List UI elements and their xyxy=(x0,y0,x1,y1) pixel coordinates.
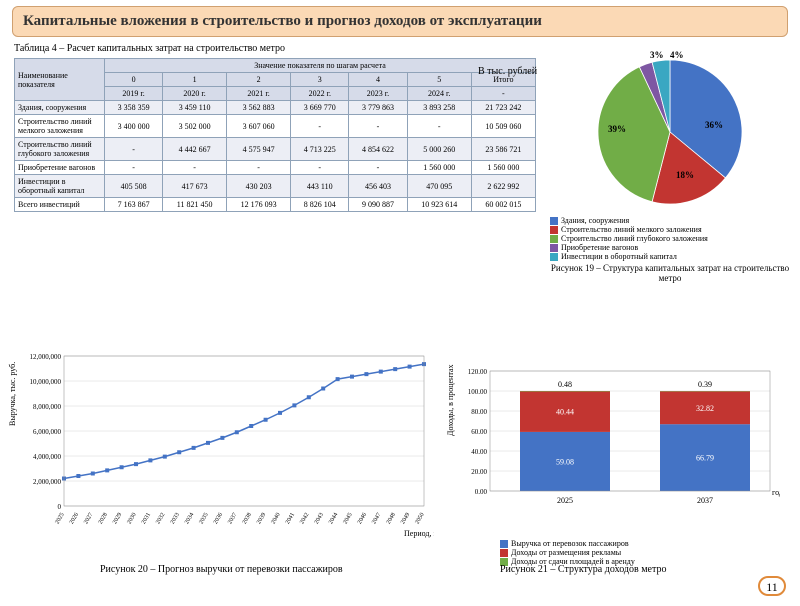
svg-text:66.79: 66.79 xyxy=(696,454,714,463)
svg-text:2033: 2033 xyxy=(170,512,181,525)
page-number: 11 xyxy=(758,576,786,596)
svg-text:год: год xyxy=(772,488,780,497)
svg-text:2045: 2045 xyxy=(343,512,354,525)
svg-text:2041: 2041 xyxy=(285,512,296,525)
bar-chart: Доходы, в процентах 0.0020.0040.0060.008… xyxy=(440,336,780,536)
svg-text:2032: 2032 xyxy=(155,512,166,525)
svg-text:2046: 2046 xyxy=(357,512,368,525)
svg-text:2037: 2037 xyxy=(227,512,238,525)
svg-text:2049: 2049 xyxy=(400,512,411,525)
svg-text:2,000,000: 2,000,000 xyxy=(33,478,62,486)
svg-text:2037: 2037 xyxy=(697,496,713,505)
svg-text:10,000,000: 10,000,000 xyxy=(30,378,62,386)
svg-text:32.82: 32.82 xyxy=(696,404,714,413)
svg-text:2026: 2026 xyxy=(69,512,80,525)
svg-text:59.08: 59.08 xyxy=(556,457,574,466)
svg-text:80.00: 80.00 xyxy=(471,408,487,416)
svg-text:2038: 2038 xyxy=(242,512,253,525)
svg-text:6,000,000: 6,000,000 xyxy=(33,428,62,436)
svg-text:2048: 2048 xyxy=(386,512,397,525)
svg-text:8,000,000: 8,000,000 xyxy=(33,403,62,411)
col0-header: Наименование показателя xyxy=(15,59,105,101)
svg-text:Период, год: Период, год xyxy=(404,529,434,538)
cost-table: Наименование показателя Значение показат… xyxy=(14,58,536,212)
span-header: Значение показателя по шагам расчета xyxy=(105,59,536,73)
svg-text:0: 0 xyxy=(58,503,62,511)
svg-text:100.00: 100.00 xyxy=(468,388,488,396)
svg-text:2028: 2028 xyxy=(98,512,109,525)
svg-text:120.00: 120.00 xyxy=(468,368,488,376)
svg-text:40.44: 40.44 xyxy=(556,408,574,417)
svg-text:60.00: 60.00 xyxy=(471,428,487,436)
pie-chart: 36%18%39%3%4% Здания, сооруженияСтроител… xyxy=(550,52,790,283)
svg-text:2031: 2031 xyxy=(141,512,152,525)
svg-text:2036: 2036 xyxy=(213,512,224,525)
page-title: Капитальные вложения в строительство и п… xyxy=(12,6,788,37)
svg-text:2047: 2047 xyxy=(371,512,382,525)
svg-text:2044: 2044 xyxy=(328,512,339,525)
svg-text:40.00: 40.00 xyxy=(471,448,487,456)
svg-text:2039: 2039 xyxy=(256,512,267,525)
svg-text:2030: 2030 xyxy=(127,512,138,525)
svg-text:0.00: 0.00 xyxy=(475,488,488,496)
svg-text:2025: 2025 xyxy=(557,496,573,505)
svg-text:0.39: 0.39 xyxy=(698,380,712,389)
svg-text:0.48: 0.48 xyxy=(558,380,572,389)
svg-text:2040: 2040 xyxy=(271,512,282,525)
table-units: В тыс. рублей xyxy=(478,66,537,77)
svg-text:2027: 2027 xyxy=(83,512,94,525)
svg-text:2029: 2029 xyxy=(112,512,123,525)
svg-text:2035: 2035 xyxy=(199,512,210,525)
pie-caption: Рисунок 19 – Структура капитальных затра… xyxy=(550,263,790,283)
svg-text:2025: 2025 xyxy=(55,512,66,525)
svg-text:12,000,000: 12,000,000 xyxy=(30,353,62,361)
line-chart: Выручка, тыс. руб. 02,000,0004,000,0006,… xyxy=(14,346,434,546)
svg-text:2042: 2042 xyxy=(299,512,310,525)
svg-text:2043: 2043 xyxy=(314,512,325,525)
svg-text:2050: 2050 xyxy=(415,512,426,525)
svg-text:20.00: 20.00 xyxy=(471,468,487,476)
svg-text:4,000,000: 4,000,000 xyxy=(33,453,62,461)
svg-text:2034: 2034 xyxy=(184,512,195,525)
